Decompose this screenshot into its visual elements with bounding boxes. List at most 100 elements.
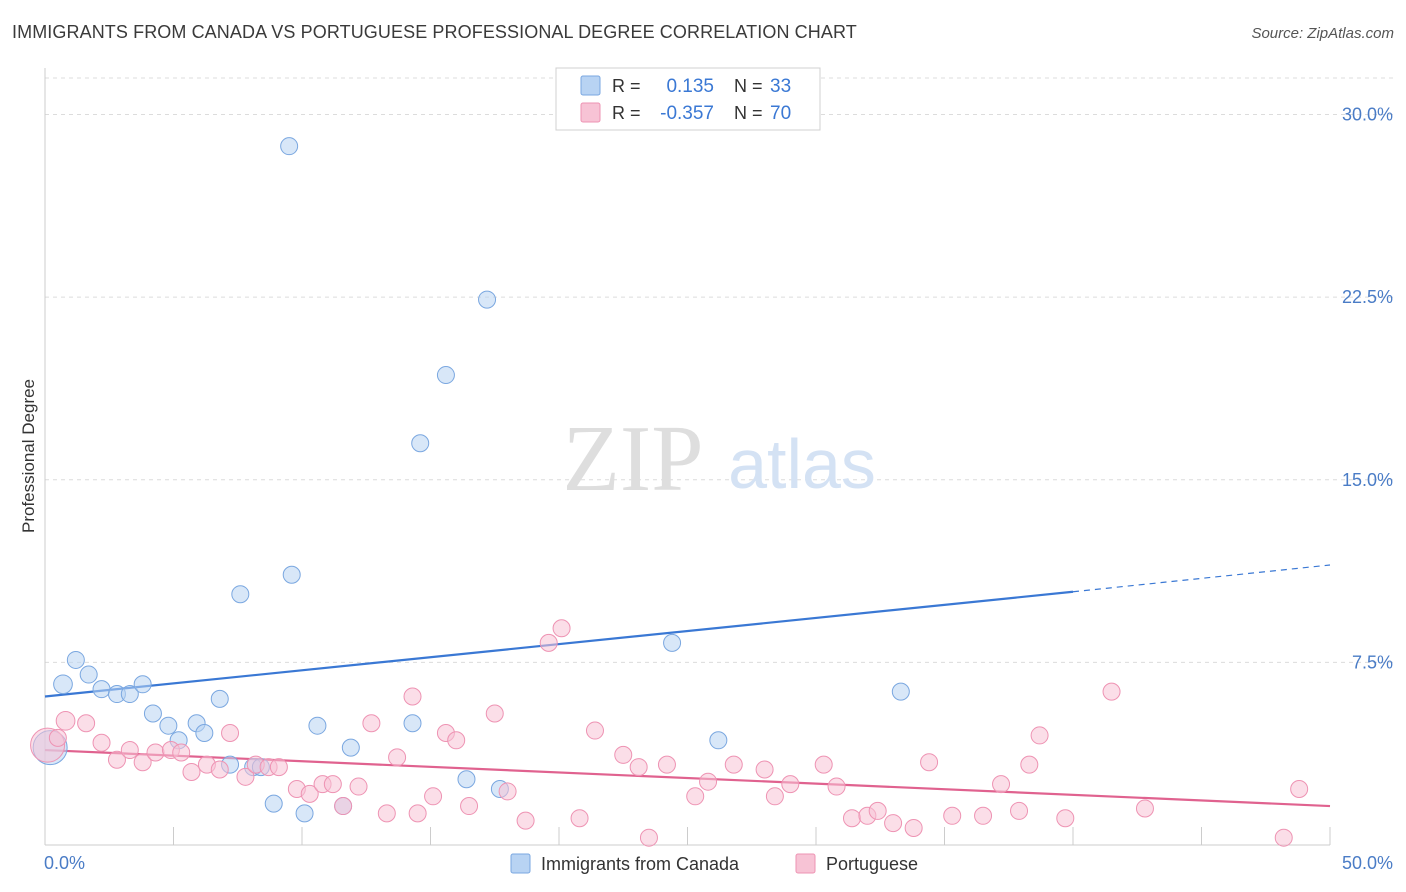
data-points — [30, 137, 1309, 847]
portuguese-point — [388, 748, 407, 767]
portuguese-point — [1010, 801, 1029, 820]
y-tick-label: 7.5% — [1352, 652, 1393, 672]
portuguese-point — [904, 818, 923, 837]
portuguese-point — [516, 811, 535, 830]
series-swatch-portuguese — [795, 853, 816, 874]
canada-point — [403, 714, 422, 733]
canada-point — [159, 716, 178, 735]
portuguese-point — [323, 775, 342, 794]
portuguese-point — [300, 784, 319, 803]
portuguese-point — [498, 782, 517, 801]
portuguese-point — [724, 755, 743, 774]
canada-point — [295, 804, 314, 823]
legend-r-value-1: 0.135 — [666, 76, 714, 97]
portuguese-point — [1020, 755, 1039, 774]
portuguese-point — [269, 758, 288, 777]
portuguese-point — [221, 723, 240, 742]
portuguese-point — [1030, 726, 1049, 745]
portuguese-point — [629, 758, 648, 777]
portuguese-point — [403, 687, 422, 706]
portuguese-point — [1135, 799, 1154, 818]
canada-point — [195, 723, 214, 742]
portuguese-point — [755, 760, 774, 779]
portuguese-point — [1290, 779, 1309, 798]
portuguese-point — [814, 755, 833, 774]
portuguese-point — [639, 828, 658, 847]
portuguese-point — [974, 806, 993, 825]
x-tick-label: 0.0% — [44, 853, 85, 873]
canada-point — [280, 137, 299, 156]
portuguese-point — [842, 809, 861, 828]
portuguese-point — [120, 741, 139, 760]
canada-point — [663, 633, 682, 652]
portuguese-point — [334, 797, 353, 816]
portuguese-point — [686, 787, 705, 806]
portuguese-point — [1056, 809, 1075, 828]
legend-n-value-1: 33 — [770, 76, 791, 97]
legend-swatch-blue — [580, 75, 601, 96]
portuguese-point — [349, 777, 368, 796]
axes — [44, 68, 1331, 846]
watermark-zip: ZIP — [563, 407, 704, 511]
legend-n-label-2: N = — [734, 103, 763, 123]
canada-point — [143, 704, 162, 723]
canada-point — [282, 565, 301, 584]
portuguese-point — [107, 750, 126, 769]
canada-point — [891, 682, 910, 701]
canada-point — [341, 738, 360, 757]
portuguese-point — [884, 814, 903, 833]
canada-point — [478, 290, 497, 309]
y-tick-label: 22.5% — [1342, 287, 1393, 307]
canada-point — [66, 650, 85, 669]
canada-point — [53, 674, 73, 695]
portuguese-point — [236, 767, 255, 786]
y-tick-label: 30.0% — [1342, 105, 1393, 125]
series-swatch-canada — [510, 853, 531, 874]
portuguese-point — [424, 787, 443, 806]
portuguese-point — [48, 728, 67, 747]
portuguese-point — [362, 714, 381, 733]
portuguese-point — [55, 710, 76, 731]
portuguese-point — [377, 804, 396, 823]
canada-trend-extension — [1072, 564, 1331, 593]
portuguese-point — [539, 633, 558, 652]
portuguese-point — [447, 731, 466, 750]
legend-r-value-2: -0.357 — [660, 103, 714, 124]
portuguese-point — [827, 777, 846, 796]
legend-n-value-2: 70 — [770, 103, 791, 124]
series-label-portuguese: Portuguese — [826, 854, 918, 874]
portuguese-point — [570, 809, 589, 828]
source-credit: Source: ZipAtlas.com — [1251, 25, 1394, 42]
portuguese-point — [657, 755, 676, 774]
canada-point — [210, 689, 229, 708]
grid-lines — [45, 77, 1393, 663]
portuguese-point — [868, 801, 887, 820]
watermark-atlas: atlas — [728, 425, 876, 503]
legend-swatch-pink — [580, 102, 601, 123]
legend-r-label-2: R = — [612, 103, 641, 123]
portuguese-point — [146, 743, 165, 762]
stats-legend: R = 0.135 N = 33 R = -0.357 N = 70 — [555, 67, 821, 131]
canada-point — [79, 665, 98, 684]
canada-point — [709, 731, 728, 750]
canada-point — [231, 585, 250, 604]
y-tick-label: 15.0% — [1342, 470, 1393, 490]
portuguese-point — [920, 753, 939, 772]
portuguese-point — [614, 745, 633, 764]
portuguese-point — [585, 721, 604, 740]
portuguese-point — [77, 714, 96, 733]
portuguese-point — [699, 772, 718, 791]
canada-point — [133, 675, 152, 694]
tick-labels: 7.5% 15.0% 22.5% 30.0% 0.0% 50.0% — [44, 105, 1393, 873]
portuguese-point — [552, 619, 571, 638]
legend-r-label-1: R = — [612, 76, 641, 96]
x-tick-label: 50.0% — [1342, 853, 1393, 873]
portuguese-point — [133, 753, 152, 772]
portuguese-point — [172, 743, 191, 762]
series-legend: Immigrants from Canada Portuguese — [510, 853, 918, 874]
portuguese-point — [781, 775, 800, 794]
portuguese-point — [992, 775, 1011, 794]
legend-n-label-1: N = — [734, 76, 763, 96]
portuguese-point — [765, 787, 784, 806]
